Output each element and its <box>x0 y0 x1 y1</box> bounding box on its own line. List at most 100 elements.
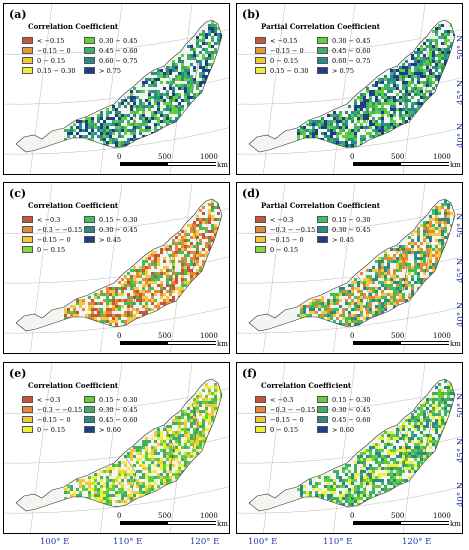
legend-label: −0.15 − 0 <box>37 416 71 424</box>
latitude-graticule <box>237 127 462 155</box>
subregion-boundaries <box>356 43 432 133</box>
legend-item: 0.45 − 0.60 <box>317 47 371 56</box>
map-panel-d: (d) Partial Correlation Coefficient < −0.3… <box>236 182 463 354</box>
legend-label: < −0.15 <box>270 37 298 45</box>
scale-bar: 0 500 1000 km <box>114 153 228 173</box>
latitude-label: 50° N <box>456 392 466 418</box>
legend-item: < −0.15 <box>22 37 64 46</box>
latitude-graticule <box>237 436 462 464</box>
legend-swatch <box>22 416 33 423</box>
legend-swatch <box>84 57 95 64</box>
legend-item: 0.60 − 0.75 <box>84 57 138 66</box>
legend-swatch <box>317 67 328 74</box>
legend-swatch <box>84 47 95 54</box>
legend-label: > 0.45 <box>332 236 354 244</box>
legend-item: 0.15 − 0.30 <box>22 67 76 76</box>
legend-swatch <box>255 57 266 64</box>
latitude-label: 40° N <box>456 122 466 148</box>
legend-item: 0 − 0.15 <box>22 246 65 255</box>
longitude-graticule <box>100 4 123 174</box>
legend-title: Partial Correlation Coefficient <box>261 22 380 31</box>
scale-tick-1000: 1000 <box>200 332 218 340</box>
legend-label: 0.60 − 0.75 <box>99 57 138 65</box>
legend-item: −0.3 − −0.15 <box>22 406 82 415</box>
legend-swatch <box>84 226 95 233</box>
legend-label: 0.45 − 0.60 <box>332 47 371 55</box>
longitude-label: 110° E <box>113 537 143 547</box>
legend-item: 0 − 0.15 <box>22 426 65 435</box>
legend-item: 0.45 − 0.60 <box>317 416 371 425</box>
legend-item: 0 − 0.15 <box>255 246 298 255</box>
longitude-graticule <box>333 4 356 174</box>
legend-swatch <box>255 246 266 253</box>
latitude-graticule <box>4 127 229 155</box>
longitude-label: 110° E <box>323 537 353 547</box>
legend-item: −0.15 − 0 <box>22 236 71 245</box>
panel-label: (b) <box>242 8 261 21</box>
legend-title: Correlation Coefficient <box>28 22 119 31</box>
legend-label: < −0.3 <box>37 396 61 404</box>
legend-item: < −0.3 <box>255 396 293 405</box>
scale-tick-1000: 1000 <box>200 512 218 520</box>
scale-unit: km <box>450 161 461 169</box>
legend-label: 0.30 − 0.45 <box>332 406 371 414</box>
scale-bar: 0 500 1000 km <box>114 512 228 532</box>
legend-label: 0 − 0.15 <box>37 246 66 254</box>
legend-swatch <box>317 426 328 433</box>
legend-swatch <box>84 416 95 423</box>
legend-label: < −0.3 <box>270 396 294 404</box>
legend-swatch <box>84 216 95 223</box>
scale-tick-500: 500 <box>158 153 172 161</box>
legend-swatch <box>255 426 266 433</box>
subregion-boundaries <box>123 402 199 492</box>
legend-label: > 0.75 <box>99 67 121 75</box>
legend-label: 0 − 0.15 <box>270 57 299 65</box>
map-canvas <box>4 363 229 533</box>
legend-swatch <box>84 406 95 413</box>
latitude-label: 40° N <box>456 301 466 327</box>
legend-item: 0.60 − 0.75 <box>317 57 371 66</box>
legend-item: 0.30 − 0.45 <box>84 406 138 415</box>
legend-item: > 0.60 <box>84 426 121 435</box>
scale-tick-500: 500 <box>391 153 405 161</box>
scale-bar: 0 500 1000 km <box>347 153 461 173</box>
legend-swatch <box>317 416 328 423</box>
legend-label: 0.15 − 0.30 <box>37 67 76 75</box>
region-boundary <box>248 19 456 153</box>
latitude-label: 40° N <box>456 481 466 507</box>
legend-label: < −0.3 <box>270 216 294 224</box>
legend-swatch <box>84 426 95 433</box>
legend-swatch <box>255 216 266 223</box>
panel-label: (c) <box>9 187 27 200</box>
longitude-graticule <box>100 363 123 533</box>
latitude-graticule <box>237 77 462 105</box>
latitude-graticule <box>4 306 229 334</box>
scale-unit: km <box>450 520 461 528</box>
longitude-graticule <box>100 183 123 353</box>
legend-item: > 0.45 <box>317 236 354 245</box>
scale-unit: km <box>217 340 228 348</box>
legend-swatch <box>255 226 266 233</box>
scale-tick-1000: 1000 <box>433 153 451 161</box>
legend-swatch <box>255 396 266 403</box>
legend-label: 0.60 − 0.75 <box>332 57 371 65</box>
legend-label: 0.30 − 0.45 <box>332 226 371 234</box>
scale-tick-0: 0 <box>117 332 122 340</box>
latitude-label: 50° N <box>456 34 466 60</box>
scale-bar: 0 500 1000 km <box>347 332 461 352</box>
latitude-graticule <box>4 436 229 464</box>
scale-unit: km <box>217 520 228 528</box>
legend-item: 0.30 − 0.45 <box>317 37 371 46</box>
scale-tick-0: 0 <box>117 512 122 520</box>
legend-item: −0.3 − −0.15 <box>255 226 315 235</box>
map-canvas <box>237 363 462 533</box>
legend-label: 0.15 − 0.30 <box>99 216 138 224</box>
region-boundary <box>15 378 223 512</box>
legend-swatch <box>255 236 266 243</box>
legend-label: −0.15 − 0 <box>270 47 304 55</box>
scale-tick-500: 500 <box>158 512 172 520</box>
legend-title: Correlation Coefficient <box>261 381 352 390</box>
legend-label: 0.30 − 0.45 <box>99 226 138 234</box>
legend-swatch <box>22 396 33 403</box>
region-boundary <box>15 19 223 153</box>
